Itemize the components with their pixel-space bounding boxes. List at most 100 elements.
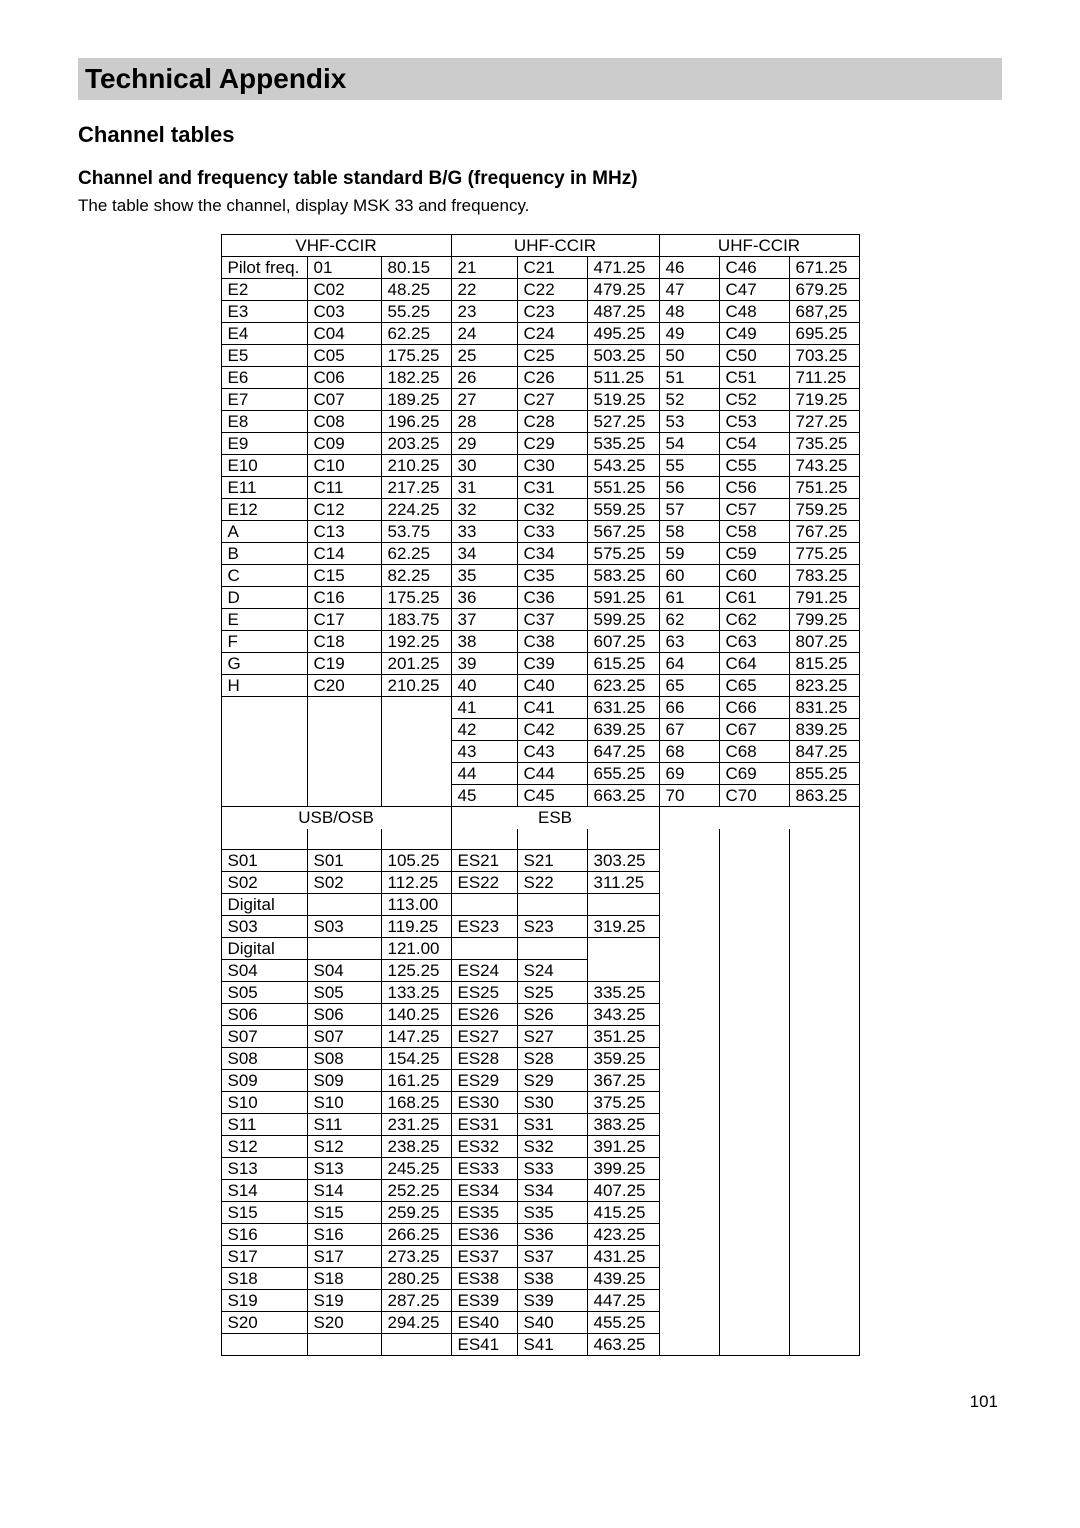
table-cell: S08 <box>221 1048 307 1070</box>
table-cell: 69 <box>659 763 719 785</box>
table-cell: 823.25 <box>789 675 859 697</box>
table-cell: C26 <box>517 367 587 389</box>
table-cell: 32 <box>451 499 517 521</box>
section-title: Channel tables <box>78 122 1002 148</box>
table-cell: 189.25 <box>381 389 451 411</box>
table-cell <box>789 916 859 938</box>
table-cell: 259.25 <box>381 1202 451 1224</box>
table-cell: C38 <box>517 631 587 653</box>
table-cell: 52 <box>659 389 719 411</box>
table-cell: ES30 <box>451 1092 517 1114</box>
table-cell <box>659 1224 719 1246</box>
table-cell: 67 <box>659 719 719 741</box>
table-cell: S18 <box>307 1268 381 1290</box>
table-cell <box>659 982 719 1004</box>
table-cell: C34 <box>517 543 587 565</box>
table-cell: S13 <box>221 1158 307 1180</box>
group-header: VHF-CCIR <box>221 235 451 257</box>
table-cell: 415.25 <box>587 1202 659 1224</box>
table-cell: 23 <box>451 301 517 323</box>
table-cell <box>659 850 719 872</box>
table-cell: 719.25 <box>789 389 859 411</box>
table-cell <box>381 697 451 719</box>
table-cell <box>517 938 587 960</box>
table-cell: S27 <box>517 1026 587 1048</box>
table-cell: C52 <box>719 389 789 411</box>
table-cell <box>659 829 719 850</box>
table-cell: S06 <box>221 1004 307 1026</box>
table-cell: S01 <box>221 850 307 872</box>
table-cell: C08 <box>307 411 381 433</box>
table-cell: C31 <box>517 477 587 499</box>
table-cell: C11 <box>307 477 381 499</box>
table-cell: 383.25 <box>587 1114 659 1136</box>
table-cell: S23 <box>517 916 587 938</box>
table-cell: Digital <box>221 938 307 960</box>
table-cell: C43 <box>517 741 587 763</box>
table-cell: 66 <box>659 697 719 719</box>
table-cell <box>789 1268 859 1290</box>
group-header <box>659 807 859 829</box>
table-cell <box>719 1026 789 1048</box>
table-cell: 559.25 <box>587 499 659 521</box>
table-cell: 607.25 <box>587 631 659 653</box>
table-cell: 711.25 <box>789 367 859 389</box>
table-cell: 53 <box>659 411 719 433</box>
table-cell: 175.25 <box>381 587 451 609</box>
table-cell <box>789 1290 859 1312</box>
table-cell: ES35 <box>451 1202 517 1224</box>
table-cell: E9 <box>221 433 307 455</box>
table-cell: C41 <box>517 697 587 719</box>
table-cell <box>659 894 719 916</box>
table-cell: 575.25 <box>587 543 659 565</box>
table-cell <box>221 741 307 763</box>
table-cell: C55 <box>719 455 789 477</box>
table-cell: 319.25 <box>587 916 659 938</box>
table-cell <box>381 1334 451 1356</box>
table-cell: ES31 <box>451 1114 517 1136</box>
table-cell: 62.25 <box>381 323 451 345</box>
table-cell: S02 <box>221 872 307 894</box>
table-cell <box>789 850 859 872</box>
table-cell: ES36 <box>451 1224 517 1246</box>
table-cell <box>659 916 719 938</box>
table-cell <box>719 872 789 894</box>
table-cell: ES28 <box>451 1048 517 1070</box>
table-cell: C36 <box>517 587 587 609</box>
table-cell: 735.25 <box>789 433 859 455</box>
table-cell <box>719 1224 789 1246</box>
table-cell: 863.25 <box>789 785 859 807</box>
table-cell: 61 <box>659 587 719 609</box>
table-cell: C60 <box>719 565 789 587</box>
table-cell: 82.25 <box>381 565 451 587</box>
table-cell: 168.25 <box>381 1092 451 1114</box>
table-cell: E8 <box>221 411 307 433</box>
table-cell <box>307 938 381 960</box>
table-cell: 80.15 <box>381 257 451 279</box>
table-cell: C69 <box>719 763 789 785</box>
table-cell: 311.25 <box>587 872 659 894</box>
table-cell: ES26 <box>451 1004 517 1026</box>
table-cell: 217.25 <box>381 477 451 499</box>
table-cell <box>789 1004 859 1026</box>
table-cell: 140.25 <box>381 1004 451 1026</box>
group-header: ESB <box>451 807 659 829</box>
table-cell: 783.25 <box>789 565 859 587</box>
table-cell <box>719 916 789 938</box>
table-cell: S36 <box>517 1224 587 1246</box>
table-cell: 45 <box>451 785 517 807</box>
table-cell <box>719 1048 789 1070</box>
table-cell: 65 <box>659 675 719 697</box>
table-cell: C62 <box>719 609 789 631</box>
table-cell: 567.25 <box>587 521 659 543</box>
table-cell: 815.25 <box>789 653 859 675</box>
table-cell: 687,25 <box>789 301 859 323</box>
table-cell: G <box>221 653 307 675</box>
table-cell: C32 <box>517 499 587 521</box>
table-cell: E11 <box>221 477 307 499</box>
table-cell: S15 <box>307 1202 381 1224</box>
table-cell: 519.25 <box>587 389 659 411</box>
table-cell: C16 <box>307 587 381 609</box>
table-cell: A <box>221 521 307 543</box>
table-cell <box>789 1158 859 1180</box>
